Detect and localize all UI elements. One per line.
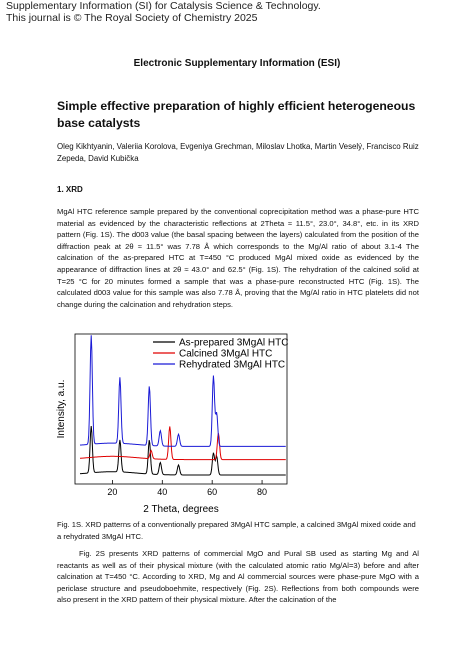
- y-axis-label: Intensity, a.u.: [56, 380, 67, 439]
- series-line-3: [79, 335, 286, 447]
- legend-label-1: As-prepared 3MgAl HTC: [179, 338, 288, 349]
- x-ticks: 20 40 60 80: [107, 480, 267, 497]
- x-axis-label: 2 Theta, degrees: [143, 504, 218, 515]
- plot-frame: [74, 333, 288, 485]
- journal-header: Supplementary Information (SI) for Catal…: [6, 0, 321, 24]
- x-tick-label-80: 80: [257, 487, 267, 497]
- plot-area: [79, 335, 286, 476]
- xrd-chart: 20 40 60 80 2 Theta, degrees Intensity, a.u…: [56, 333, 288, 515]
- figure-caption: Fig. 1S. XRD patterns of a conventionall…: [57, 520, 416, 541]
- x-tick-label-40: 40: [157, 487, 167, 497]
- legend-label-2: Calcined 3MgAl HTC: [179, 349, 272, 360]
- author-list: Oleg Kikhtyanin, Valeriia Korolova, Evge…: [57, 142, 419, 163]
- journal-header-line1: Supplementary Information (SI) for Catal…: [6, 0, 321, 12]
- series-line-1: [79, 425, 286, 476]
- paragraph-fig2s: Fig. 2S presents XRD patterns of commerc…: [57, 549, 419, 605]
- x-tick-label-60: 60: [207, 487, 217, 497]
- esi-heading: Electronic Supplementary Information (ES…: [133, 58, 341, 69]
- section-heading-xrd: 1. XRD: [57, 185, 83, 194]
- legend-label-3: Rehydrated 3MgAl HTC: [179, 360, 285, 371]
- paper-title: Simple effective preparation of highly e…: [57, 99, 416, 130]
- series-line-2: [79, 426, 286, 461]
- journal-header-line2: This journal is © The Royal Society of C…: [6, 12, 258, 24]
- x-tick-label-20: 20: [107, 487, 117, 497]
- paragraph-xrd-description: MgAl HTC reference sample prepared by th…: [57, 207, 419, 309]
